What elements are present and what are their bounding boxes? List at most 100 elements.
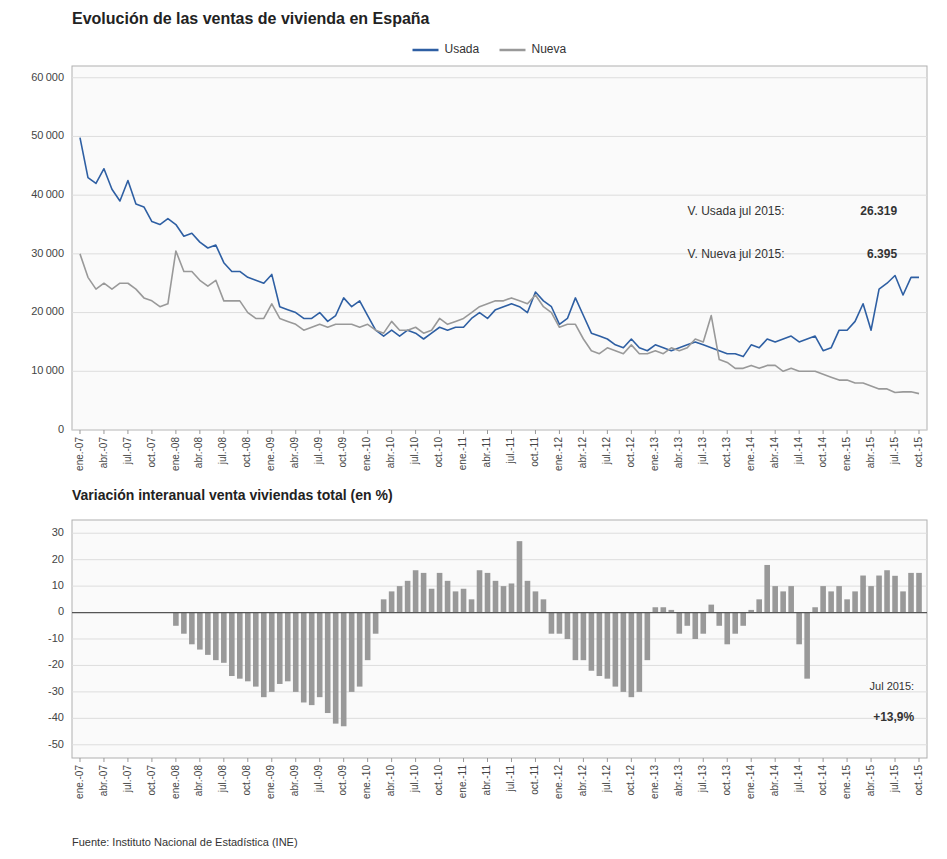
bar [597,613,603,676]
bar [221,613,227,663]
x-tick-label: ene.-07 [74,765,85,799]
plot-frame [72,66,927,430]
y-tick-label: -40 [48,711,64,723]
x-tick-label: abr.-14 [769,765,780,797]
x-tick-label: abr.-10 [385,765,396,797]
plot-frame [72,520,927,758]
x-tick [223,758,224,762]
y-tick-label: 40 000 [31,188,64,200]
x-tick [559,758,560,762]
x-tick-label: abr.-14 [769,437,780,469]
grid-line [72,312,927,313]
bar [309,613,315,706]
x-tick-label: jul.-12 [601,765,612,794]
bar [245,613,251,682]
x-tick-label: jul.-08 [217,765,228,794]
chart-line: Evolución de las ventas de vivienda en E… [31,10,927,471]
x-tick [535,758,536,762]
x-tick [295,430,296,434]
bar [828,591,834,612]
x-tick [199,758,200,762]
y-tick-label: 10 [52,579,64,591]
bar [589,613,595,671]
series-line [80,251,919,394]
x-tick [631,430,632,434]
x-tick [607,758,608,762]
x-tick-label: abr.-07 [98,765,109,797]
grid-line [72,586,927,587]
bar [900,591,906,612]
x-tick-label: abr.-12 [577,765,588,797]
legend-swatch [500,49,526,52]
x-tick-label: oct.-08 [241,765,252,796]
chart-title: Evolución de las ventas de vivienda en E… [72,10,430,27]
x-tick-label: oct.-09 [337,765,348,796]
bar [892,576,898,613]
bar [501,586,507,612]
x-tick [919,430,920,434]
bar [477,570,483,612]
x-tick-label: abr.-11 [481,437,492,468]
bar [541,599,547,612]
bar [764,565,770,613]
grid-line [72,253,927,254]
y-tick-label: 50 000 [31,129,64,141]
x-tick-label: jul.-15 [889,437,900,466]
x-tick [343,758,344,762]
series-line [80,138,919,357]
bar [381,599,387,612]
bar [373,613,379,634]
y-tick-label: 20 [52,553,64,565]
bar [429,589,435,613]
x-tick-label: ene.-15 [841,437,852,471]
x-tick [127,430,128,434]
bar [684,613,690,626]
grid-line [72,744,927,745]
x-tick-label: oct.-12 [625,437,636,468]
x-tick-label: ene.-10 [361,437,372,471]
x-tick-label: ene.-14 [745,437,756,471]
bar [692,613,698,639]
x-tick [631,758,632,762]
x-tick [559,430,560,434]
bar [788,586,794,612]
x-tick-label: jul.-13 [697,765,708,794]
bar [181,613,187,634]
bar [852,591,858,612]
bar [916,573,922,613]
bar [461,589,467,613]
x-tick [583,758,584,762]
y-tick-label: 30 [52,526,64,538]
x-tick-label: jul.-14 [793,765,804,794]
bar [445,581,451,613]
x-tick-label: oct.-07 [146,765,157,796]
x-tick-label: oct.-10 [433,437,444,468]
annotation-label: V. Usada jul 2015: [688,204,785,218]
x-tick-label: jul.-09 [313,765,324,794]
x-tick [463,430,464,434]
bar [700,613,706,634]
x-tick-label: jul.-12 [601,437,612,466]
legend-label: Usada [445,42,480,56]
x-tick [295,758,296,762]
x-tick [847,430,848,434]
x-tick-label: ene.-12 [553,765,564,799]
x-tick [343,430,344,434]
x-tick [319,430,320,434]
bar [349,613,355,692]
bar [253,613,259,687]
bar [557,613,563,634]
x-tick [751,430,752,434]
x-tick-label: ene.-11 [457,765,468,799]
y-tick-label: 0 [58,423,64,435]
x-tick-label: jul.-11 [505,765,516,793]
x-tick-label: abr.-08 [193,765,204,797]
bar [325,613,331,713]
x-tick [415,758,416,762]
bar [229,613,235,676]
x-tick-label: ene.-10 [361,765,372,799]
x-tick-label: jul.-09 [313,437,324,466]
x-tick-label: oct.-07 [146,437,157,468]
bar [213,613,219,661]
bar [876,576,882,613]
